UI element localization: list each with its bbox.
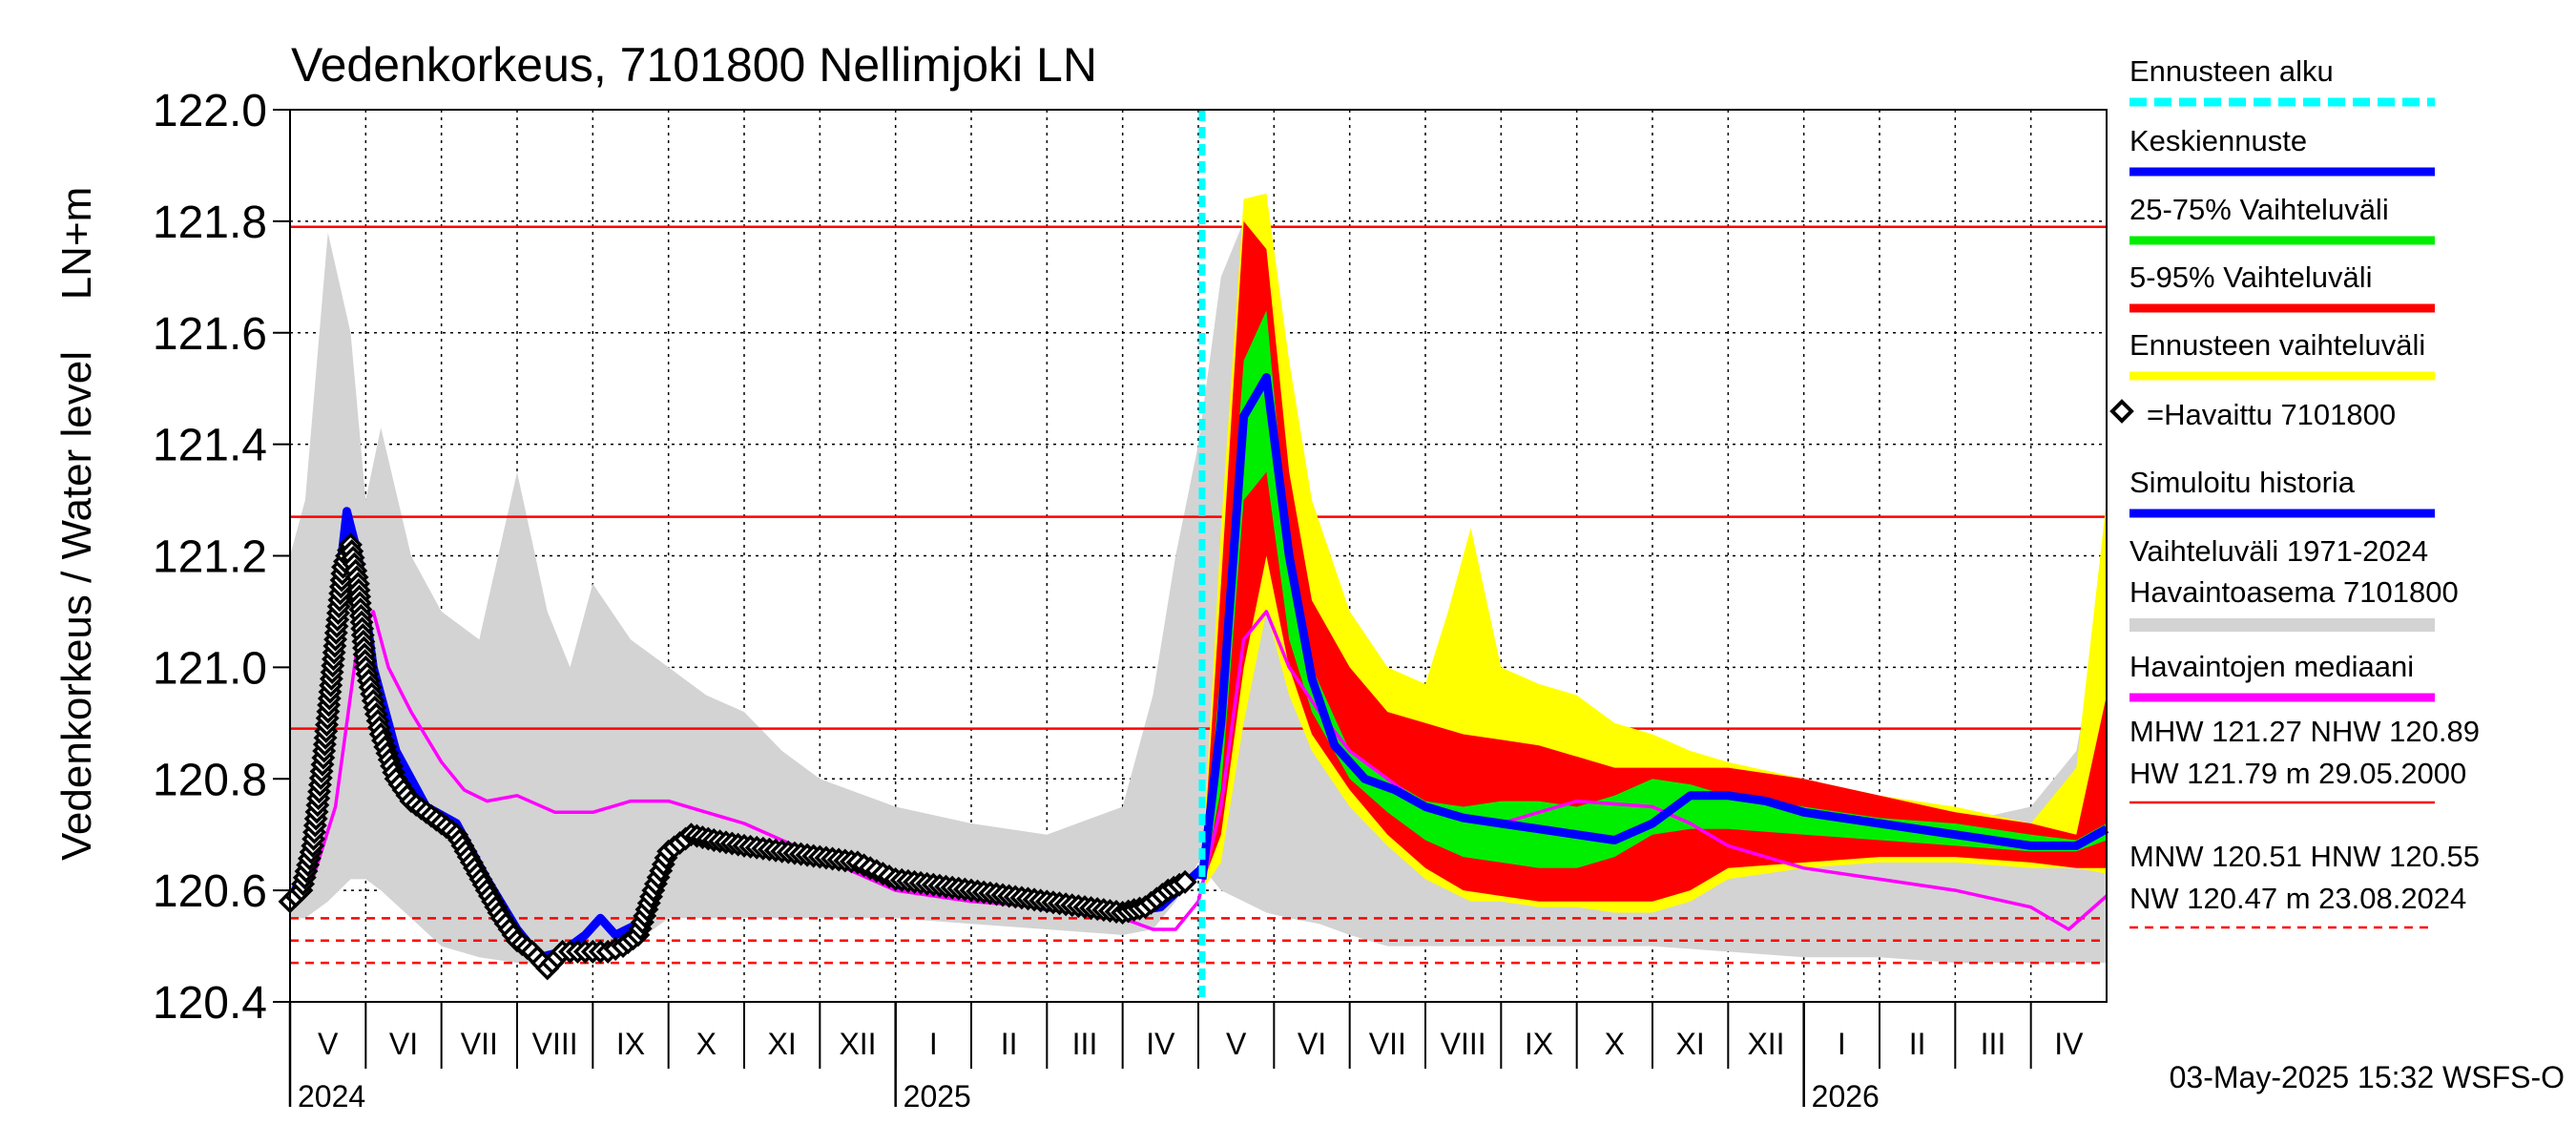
footer-timestamp: 03-May-2025 15:32 WSFS-O — [2170, 1060, 2565, 1094]
y-tick-label: 121.6 — [153, 309, 267, 360]
legend-label: Havaintojen mediaani — [2129, 650, 2414, 683]
chart-title: Vedenkorkeus, 7101800 Nellimjoki LN — [291, 38, 1097, 92]
x-month-label: II — [1909, 1027, 1926, 1061]
x-month-label: VIII — [1441, 1027, 1486, 1061]
y-tick-label: 122.0 — [153, 86, 267, 136]
historical-range-area — [290, 220, 2107, 964]
x-month-label: I — [929, 1027, 938, 1061]
y-axis-unit-label: LN+m — [53, 187, 100, 301]
x-month-label: XI — [768, 1027, 797, 1061]
legend-stat-text: HW 121.79 m 29.05.2000 — [2129, 757, 2466, 790]
x-month-label: IX — [1525, 1027, 1553, 1061]
x-month-label: X — [696, 1027, 717, 1061]
x-month-label: XII — [1747, 1027, 1784, 1061]
x-axis: V VI VII VIII IX X XI XII I II III IV V VI VII VIII IX X X… — [288, 1002, 2084, 1114]
p5-95-area — [1202, 220, 2107, 902]
y-tick-label: 120.4 — [153, 978, 267, 1029]
legend: Ennusteen alku Keskiennuste 25-75% Vaihtel… — [2109, 54, 2480, 929]
legend-stat-text: MHW 121.27 NHW 120.89 — [2129, 715, 2480, 748]
x-month-label: V — [318, 1027, 339, 1061]
x-month-label: X — [1605, 1027, 1625, 1061]
x-month-label: XI — [1676, 1027, 1705, 1061]
x-year-label: 2024 — [298, 1079, 365, 1114]
x-month-label: XII — [839, 1027, 876, 1061]
x-month-label: VII — [461, 1027, 498, 1061]
legend-label: Havaintoasema 7101800 — [2129, 575, 2459, 609]
y-tick-label: 120.6 — [153, 866, 267, 917]
legend-label: Keskiennuste — [2129, 124, 2307, 157]
legend-stat-text: NW 120.47 m 23.08.2024 — [2129, 882, 2466, 915]
observed-marker — [1173, 869, 1197, 894]
y-tick-label: 121.8 — [153, 198, 267, 248]
legend-label: 25-75% Vaihteluväli — [2129, 193, 2389, 226]
x-month-label: VI — [389, 1027, 418, 1061]
historical-range-band — [290, 220, 2107, 964]
legend-stat-text: MNW 120.51 HNW 120.55 — [2129, 840, 2480, 873]
x-month-label: VI — [1298, 1027, 1326, 1061]
x-month-label: IV — [1146, 1027, 1175, 1061]
x-month-label: III — [1981, 1027, 2006, 1061]
plot-area — [278, 109, 2109, 1003]
reference-lines — [290, 225, 2107, 965]
x-month-label: VIII — [532, 1027, 578, 1061]
observed-markers — [278, 532, 1197, 981]
y-axis-ticks: 120.4 120.6 120.8 121.0 121.2 121.4 121.6 121.8… — [153, 86, 290, 1029]
legend-label: =Havaittu 7101800 — [2147, 398, 2396, 431]
x-month-label: II — [1001, 1027, 1018, 1061]
legend-label: Ennusteen vaihteluväli — [2129, 328, 2425, 362]
y-tick-label: 121.0 — [153, 643, 267, 694]
legend-label: Simuloitu historia — [2129, 466, 2356, 499]
y-tick-label: 121.4 — [153, 421, 267, 471]
y-axis-label: Vedenkorkeus / Water level — [53, 351, 100, 861]
legend-swatch — [2109, 399, 2134, 424]
x-month-label: VII — [1369, 1027, 1406, 1061]
x-month-label: IV — [2054, 1027, 2084, 1061]
x-month-label: I — [1838, 1027, 1846, 1061]
y-tick-label: 121.2 — [153, 532, 267, 583]
x-month-label: IX — [616, 1027, 645, 1061]
legend-label: Vaihteluväli 1971-2024 — [2129, 534, 2428, 568]
x-year-label: 2026 — [1812, 1079, 1880, 1114]
legend-label: Ennusteen alku — [2129, 54, 2334, 88]
x-month-label: III — [1072, 1027, 1098, 1061]
forecast-bands — [1202, 193, 2107, 913]
mean-forecast-line — [1197, 373, 2109, 880]
y-tick-label: 120.8 — [153, 755, 267, 805]
legend-label: 5-95% Vaihteluväli — [2129, 260, 2372, 294]
x-month-label: V — [1226, 1027, 1247, 1061]
x-year-label: 2025 — [904, 1079, 971, 1114]
